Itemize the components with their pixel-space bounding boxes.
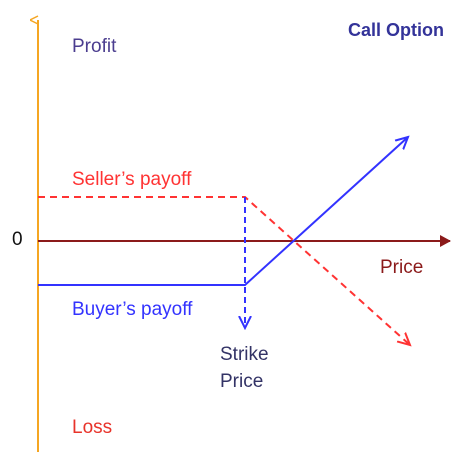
buyer-payoff-line	[38, 137, 408, 286]
seller-payoff-line	[38, 196, 410, 345]
strike-label: Price	[220, 371, 263, 392]
price-label: Price	[380, 257, 423, 278]
zero-label: 0	[12, 229, 23, 250]
title: Call Option	[348, 20, 444, 40]
loss-label: Loss	[72, 417, 112, 438]
seller-label: Seller’s payoff	[72, 169, 192, 190]
profit-label: Profit	[72, 36, 117, 57]
buyer-label: Buyer’s payoff	[72, 299, 193, 320]
strike-label: Strike	[220, 344, 269, 365]
